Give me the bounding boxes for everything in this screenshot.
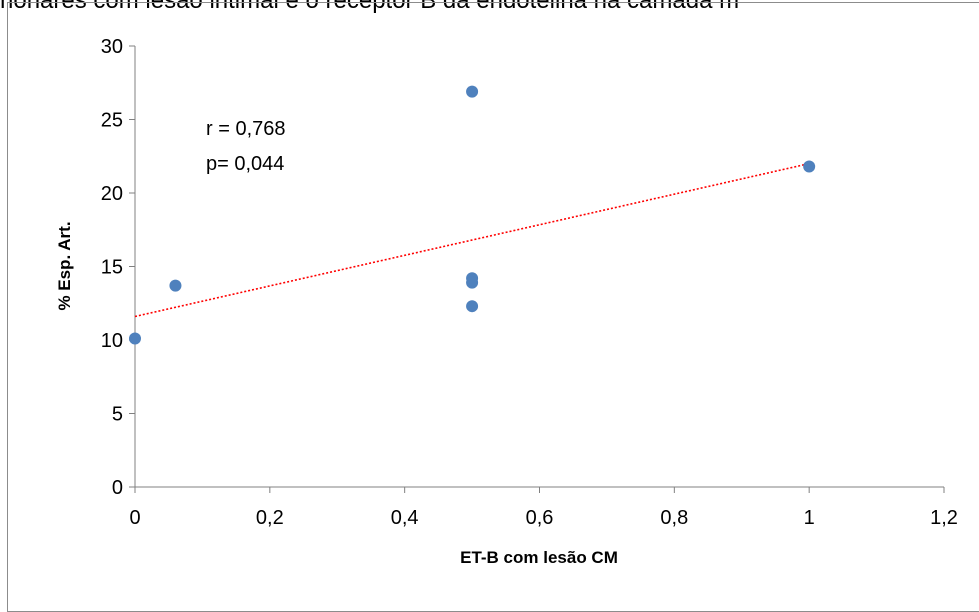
y-tick-label: 5: [112, 404, 123, 426]
figure-caption: nonares com lesão intimal e o receptor B…: [0, 0, 740, 14]
y-tick-label: 10: [101, 330, 123, 352]
x-tick-label: 1: [804, 507, 815, 529]
y-axis: 0 5 10 15 20 25 30: [101, 36, 136, 499]
scatter-chart: 0 5 10 15 20 25 30 0 0,2 0,4 0,6 0,8 1 1,2 % Esp. Ar…: [55, 36, 958, 567]
x-tick-label: 0,2: [256, 507, 284, 529]
y-tick-label: 30: [101, 36, 123, 58]
correlation-annotation: r = 0,768: [206, 118, 286, 140]
p-value-annotation: p= 0,044: [206, 153, 284, 175]
y-ticks: 0 5 10 15 20 25 30: [101, 36, 135, 499]
data-point: [466, 300, 479, 313]
trendline: [134, 162, 810, 318]
x-tick-label: 1,2: [930, 507, 958, 529]
x-axis: 0 0,2 0,4 0,6 0,8 1 1,2: [129, 486, 958, 529]
y-tick-label: 0: [112, 477, 123, 499]
x-tick-label: 0: [129, 507, 140, 529]
x-tick-label: 0,4: [391, 507, 419, 529]
x-ticks: 0 0,2 0,4 0,6 0,8 1 1,2: [129, 487, 958, 529]
x-tick-label: 0,6: [526, 507, 554, 529]
y-tick-label: 15: [101, 257, 123, 279]
data-points: [129, 85, 816, 345]
data-point: [129, 332, 141, 345]
y-tick-label: 25: [101, 110, 123, 132]
x-axis-label: ET-B com lesão CM: [460, 548, 618, 567]
y-tick-label: 20: [101, 183, 123, 205]
data-point: [169, 279, 182, 292]
data-point: [466, 276, 479, 289]
data-point: [803, 160, 816, 173]
data-point: [466, 85, 479, 98]
x-tick-label: 0,8: [660, 507, 688, 529]
y-axis-label: % Esp. Art.: [55, 221, 74, 310]
